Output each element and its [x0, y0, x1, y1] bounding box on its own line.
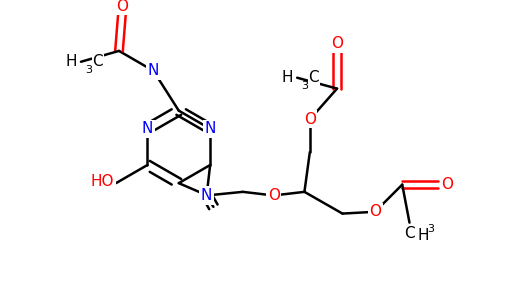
Text: N: N	[201, 188, 212, 203]
Text: C: C	[404, 226, 415, 241]
Text: O: O	[331, 36, 343, 51]
Text: N: N	[148, 63, 159, 78]
Text: N: N	[204, 121, 216, 136]
Text: C: C	[309, 70, 319, 85]
Text: O: O	[441, 177, 453, 192]
Text: O: O	[304, 112, 316, 127]
Text: H: H	[66, 54, 77, 69]
Text: C: C	[92, 54, 103, 69]
Text: 3: 3	[301, 81, 308, 91]
Text: 3: 3	[85, 65, 92, 75]
Text: N: N	[201, 188, 212, 203]
Text: O: O	[116, 0, 128, 14]
Text: O: O	[268, 188, 280, 203]
Text: H: H	[282, 70, 293, 85]
Text: O: O	[369, 204, 381, 219]
Text: N: N	[142, 121, 153, 136]
Text: HO: HO	[91, 174, 114, 189]
Text: H: H	[417, 228, 429, 243]
Text: 3: 3	[428, 223, 435, 234]
